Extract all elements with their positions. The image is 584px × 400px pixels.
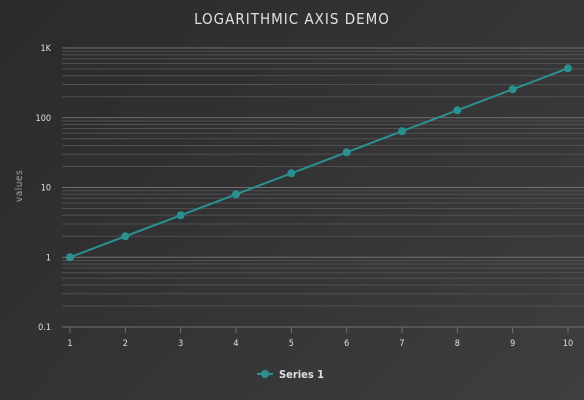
data-point[interactable]	[398, 127, 406, 136]
x-tick-label: 9	[510, 339, 515, 349]
series-group	[66, 64, 572, 262]
x-tick-label: 5	[289, 339, 294, 349]
legend-marker-symbol	[261, 370, 269, 378]
y-tick-label: 1	[46, 253, 51, 263]
x-tick-label: 7	[399, 339, 404, 349]
legend-label: Series 1	[279, 368, 324, 381]
data-point[interactable]	[121, 232, 130, 241]
data-point[interactable]	[176, 211, 185, 220]
data-point[interactable]	[564, 64, 572, 73]
data-point[interactable]	[66, 253, 74, 262]
x-tick-label: 1	[67, 339, 72, 349]
y-axis-ticks: 0.1 1 10 100 1K	[36, 44, 52, 333]
legend[interactable]: Series 1	[257, 368, 324, 381]
x-tick-label: 2	[123, 339, 128, 349]
x-axis-ticks: 1 2 3 4 5 6 7 8 9 10	[67, 327, 573, 349]
chart-title: LOGARITHMIC AXIS DEMO	[194, 10, 390, 28]
y-tick-label: 100	[36, 114, 51, 124]
y-tick-label: 1K	[41, 44, 52, 54]
x-tick-label: 3	[178, 339, 183, 349]
data-point[interactable]	[508, 85, 517, 94]
y-tick-label: 0.1	[38, 323, 51, 333]
data-point[interactable]	[342, 148, 351, 157]
y-axis-label: values	[14, 170, 25, 202]
series-line	[69, 67, 569, 259]
y-tick-label: 10	[41, 184, 51, 194]
x-tick-label: 10	[563, 339, 573, 349]
grid	[62, 47, 584, 328]
x-tick-label: 4	[233, 339, 238, 349]
x-tick-label: 8	[455, 339, 460, 349]
data-point[interactable]	[453, 106, 462, 115]
data-point[interactable]	[232, 190, 240, 199]
x-tick-label: 6	[344, 339, 349, 349]
data-point[interactable]	[287, 169, 296, 178]
